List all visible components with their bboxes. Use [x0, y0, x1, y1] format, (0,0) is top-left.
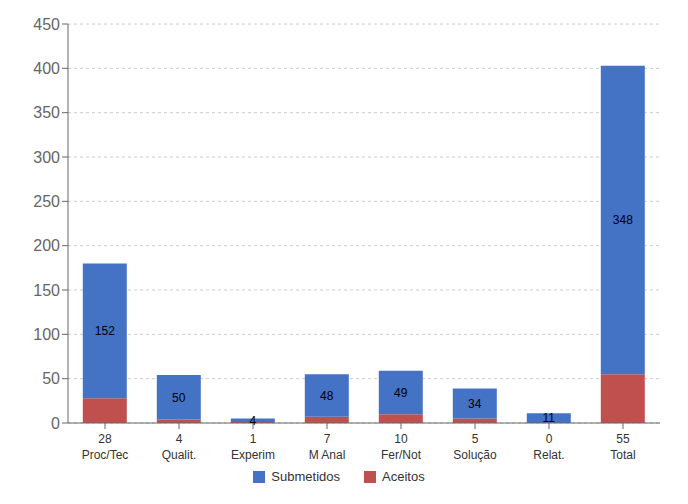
svg-text:48: 48 [320, 389, 334, 403]
svg-text:152: 152 [95, 324, 115, 338]
svg-text:4Qualit.: 4Qualit. [162, 432, 197, 462]
html-text:Submetidos: Submetidos [271, 469, 340, 484]
svg-text:0Relat.: 0Relat. [533, 432, 564, 462]
svg-text:50: 50 [42, 370, 60, 387]
svg-text:4: 4 [249, 414, 256, 428]
svg-text:450: 450 [33, 16, 60, 33]
svg-text:150: 150 [33, 282, 60, 299]
svg-text:55Total: 55Total [610, 432, 635, 462]
svg-text:100: 100 [33, 326, 60, 343]
svg-text:10Fer/Not: 10Fer/Not [381, 432, 422, 462]
svg-text:11: 11 [543, 411, 556, 425]
svg-text:28Proc/Tec: 28Proc/Tec [82, 432, 129, 462]
svg-text:200: 200 [33, 237, 60, 254]
svg-text:49: 49 [394, 386, 408, 400]
svg-text:7M Anal: 7M Anal [309, 432, 346, 462]
svg-text:34: 34 [468, 397, 482, 411]
svg-text:300: 300 [33, 149, 60, 166]
svg-text:400: 400 [33, 60, 60, 77]
svg-text:348: 348 [613, 213, 633, 227]
svg-text:250: 250 [33, 193, 60, 210]
svg-text:350: 350 [33, 104, 60, 121]
svg-text:1Experim: 1Experim [231, 432, 275, 462]
svg-text:0: 0 [51, 415, 60, 432]
html-text:Aceitos: Aceitos [382, 469, 425, 484]
svg-text:50: 50 [172, 391, 186, 405]
svg-text:5Solução: 5Solução [453, 432, 497, 462]
